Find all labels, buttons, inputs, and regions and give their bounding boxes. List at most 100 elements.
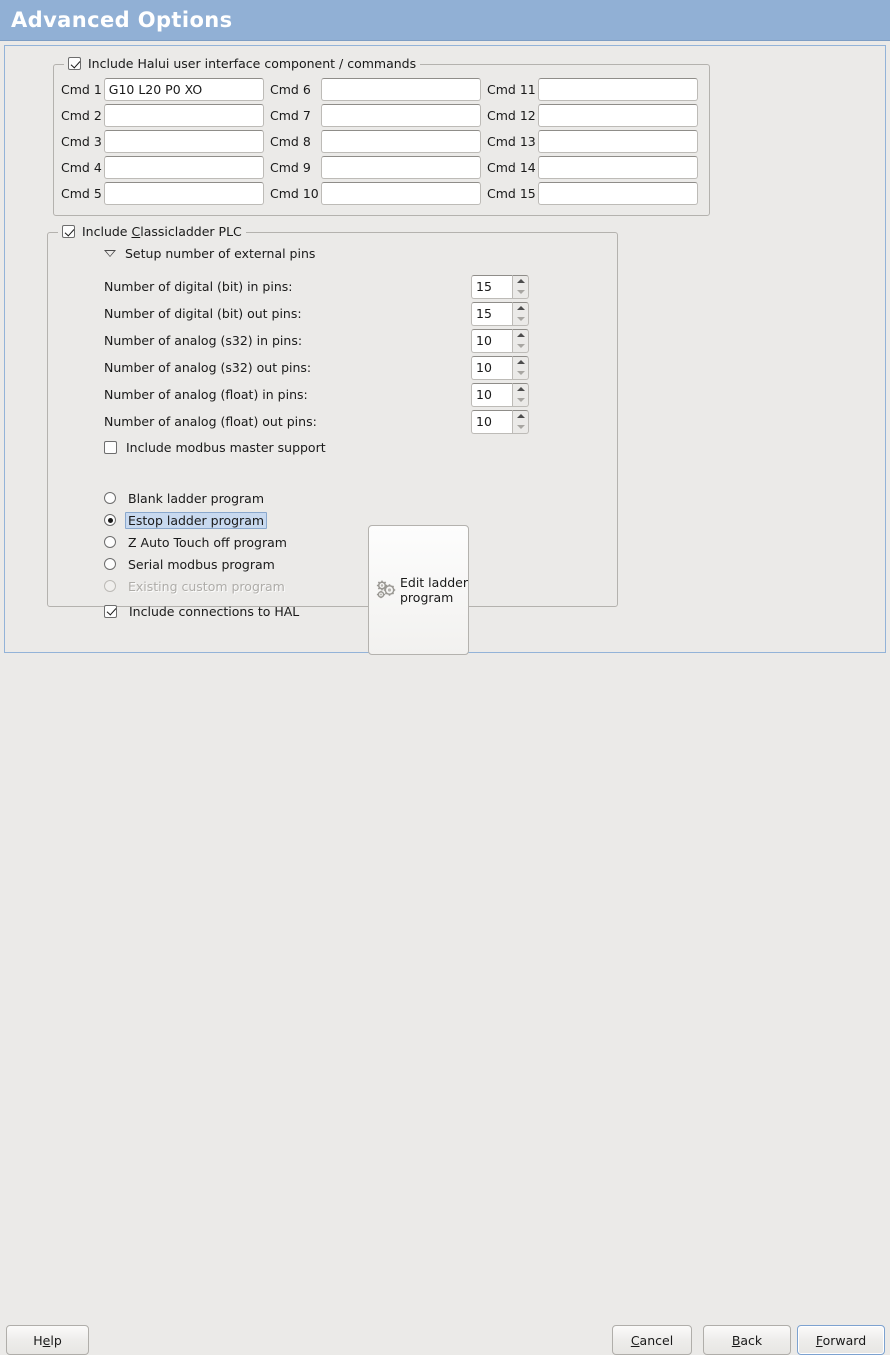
cmd-input-4[interactable] <box>103 156 265 179</box>
radio-icon[interactable] <box>104 492 116 504</box>
cmd-label-4: Cmd 4 <box>61 160 102 175</box>
radio-icon-disabled <box>104 580 116 592</box>
spinner-down-icon[interactable] <box>513 368 528 379</box>
radio-label: Existing custom program <box>128 578 285 594</box>
external-pin-settings: Number of digital (bit) in pins: 15 Numb… <box>104 273 529 435</box>
radio-serial-modbus-program[interactable]: Serial modbus program <box>104 553 354 575</box>
radio-label: Z Auto Touch off program <box>128 534 287 550</box>
pin-label-analog-float-in: Number of analog (float) in pins: <box>104 387 308 402</box>
radio-label: Blank ladder program <box>128 490 265 506</box>
classicladder-frame: Include Classicladder PLC Setup number o… <box>47 224 618 655</box>
classicladder-checkbox[interactable] <box>62 225 75 238</box>
back-button[interactable]: Back <box>703 1325 791 1355</box>
external-pins-expander[interactable]: Setup number of external pins <box>104 246 315 261</box>
spinner-value-analog-s32-out[interactable]: 10 <box>471 355 512 380</box>
spinner-up-icon[interactable] <box>513 384 528 395</box>
modbus-master-checkbox[interactable] <box>104 441 117 454</box>
spinner-up-icon[interactable] <box>513 303 528 314</box>
cmd-input-13[interactable] <box>537 130 698 153</box>
forward-button-label: Forward <box>815 1332 867 1348</box>
wizard-page: Include Halui user interface component /… <box>4 45 886 655</box>
spinner-digital-bit-out[interactable]: 15 <box>471 301 529 326</box>
radio-estop-ladder-program[interactable]: Estop ladder program <box>104 509 354 531</box>
radio-icon[interactable] <box>104 536 116 548</box>
pin-label-digital-bit-in: Number of digital (bit) in pins: <box>104 279 293 294</box>
cmd-label-12: Cmd 12 <box>487 108 536 123</box>
pin-row-analog-s32-in: Number of analog (s32) in pins: 10 <box>104 327 529 354</box>
spinner-value-analog-float-out[interactable]: 10 <box>471 409 512 434</box>
cmd-input-2[interactable] <box>103 104 265 127</box>
halui-frame-label[interactable]: Include Halui user interface component /… <box>64 56 421 71</box>
hal-connections-label: Include connections to HAL <box>129 603 300 619</box>
cmd-input-5[interactable] <box>103 182 265 205</box>
cancel-button[interactable]: Cancel <box>612 1325 692 1355</box>
spinner-up-icon[interactable] <box>513 276 528 287</box>
help-button[interactable]: Help <box>6 1325 89 1355</box>
spinner-value-analog-s32-in[interactable]: 10 <box>471 328 512 353</box>
cmd-input-9[interactable] <box>320 156 482 179</box>
cmd-label-7: Cmd 7 <box>270 108 311 123</box>
edit-ladder-program-button[interactable]: Edit ladder program <box>368 525 469 655</box>
cmd-label-9: Cmd 9 <box>270 160 311 175</box>
spinner-analog-s32-out[interactable]: 10 <box>471 355 529 380</box>
radio-z-auto-touch-off-program[interactable]: Z Auto Touch off program <box>104 531 354 553</box>
edit-ladder-line-1: Edit ladder <box>400 575 469 590</box>
cmd-label-13: Cmd 13 <box>487 134 536 149</box>
cmd-label-3: Cmd 3 <box>61 134 102 149</box>
cmd-input-14[interactable] <box>537 156 698 179</box>
cmd-input-15[interactable] <box>537 182 698 205</box>
cmd-label-1: Cmd 1 <box>61 82 102 97</box>
cmd-input-3[interactable] <box>103 130 265 153</box>
cmd-label-15: Cmd 15 <box>487 186 536 201</box>
cmd-input-1[interactable]: G10 L20 P0 XO <box>103 78 265 101</box>
pin-label-digital-bit-out: Number of digital (bit) out pins: <box>104 306 302 321</box>
cmd-input-7[interactable] <box>320 104 482 127</box>
cmd-label-14: Cmd 14 <box>487 160 536 175</box>
hal-connections-checkbox[interactable] <box>104 604 117 618</box>
classicladder-frame-label[interactable]: Include Classicladder PLC <box>58 224 246 239</box>
spinner-up-icon[interactable] <box>513 411 528 422</box>
modbus-master-label: Include modbus master support <box>126 440 326 455</box>
halui-checkbox-label: Include Halui user interface component /… <box>88 56 417 71</box>
spinner-down-icon[interactable] <box>513 314 528 325</box>
spinner-digital-bit-in[interactable]: 15 <box>471 274 529 299</box>
forward-button[interactable]: Forward <box>797 1325 885 1355</box>
spinner-up-icon[interactable] <box>513 357 528 368</box>
radio-existing-custom-program: Existing custom program <box>104 575 354 597</box>
radio-icon[interactable] <box>104 558 116 570</box>
cmd-input-12[interactable] <box>537 104 698 127</box>
hal-connections-row[interactable]: Include connections to HAL <box>104 600 354 622</box>
pin-row-analog-float-in: Number of analog (float) in pins: 10 <box>104 381 529 408</box>
radio-icon-selected[interactable] <box>104 514 116 526</box>
spinner-down-icon[interactable] <box>513 422 528 433</box>
cmd-label-10: Cmd 10 <box>270 186 319 201</box>
classicladder-checkbox-label: Include Classicladder PLC <box>82 224 242 239</box>
cancel-button-label: Cancel <box>630 1332 674 1348</box>
spinner-down-icon[interactable] <box>513 341 528 352</box>
spinner-up-icon[interactable] <box>513 330 528 341</box>
spinner-analog-s32-in[interactable]: 10 <box>471 328 529 353</box>
pin-label-analog-s32-in: Number of analog (s32) in pins: <box>104 333 303 348</box>
edit-ladder-program-label: Edit ladder program <box>400 575 468 605</box>
spinner-analog-float-out[interactable]: 10 <box>471 409 529 434</box>
cmd-input-10[interactable] <box>320 182 482 205</box>
spinner-down-icon[interactable] <box>513 395 528 406</box>
radio-label: Serial modbus program <box>128 556 275 572</box>
radio-label: Estop ladder program <box>125 511 268 529</box>
cmd-input-6[interactable] <box>320 78 482 101</box>
halui-checkbox[interactable] <box>68 57 81 70</box>
cmd-input-8[interactable] <box>320 130 482 153</box>
pin-row-digital-bit-out: Number of digital (bit) out pins: 15 <box>104 300 529 327</box>
cmd-label-8: Cmd 8 <box>270 134 311 149</box>
cmd-label-2: Cmd 2 <box>61 108 102 123</box>
radio-blank-ladder-program[interactable]: Blank ladder program <box>104 487 354 509</box>
spinner-value-analog-float-in[interactable]: 10 <box>471 382 512 407</box>
spinner-analog-float-in[interactable]: 10 <box>471 382 529 407</box>
window-title-bar: Advanced Options <box>0 0 890 41</box>
spinner-value-digital-bit-in[interactable]: 15 <box>471 274 512 299</box>
edit-ladder-line-2: program <box>400 590 454 605</box>
spinner-value-digital-bit-out[interactable]: 15 <box>471 301 512 326</box>
cmd-input-11[interactable] <box>537 78 698 101</box>
spinner-down-icon[interactable] <box>513 287 528 298</box>
modbus-master-row[interactable]: Include modbus master support <box>104 440 326 455</box>
